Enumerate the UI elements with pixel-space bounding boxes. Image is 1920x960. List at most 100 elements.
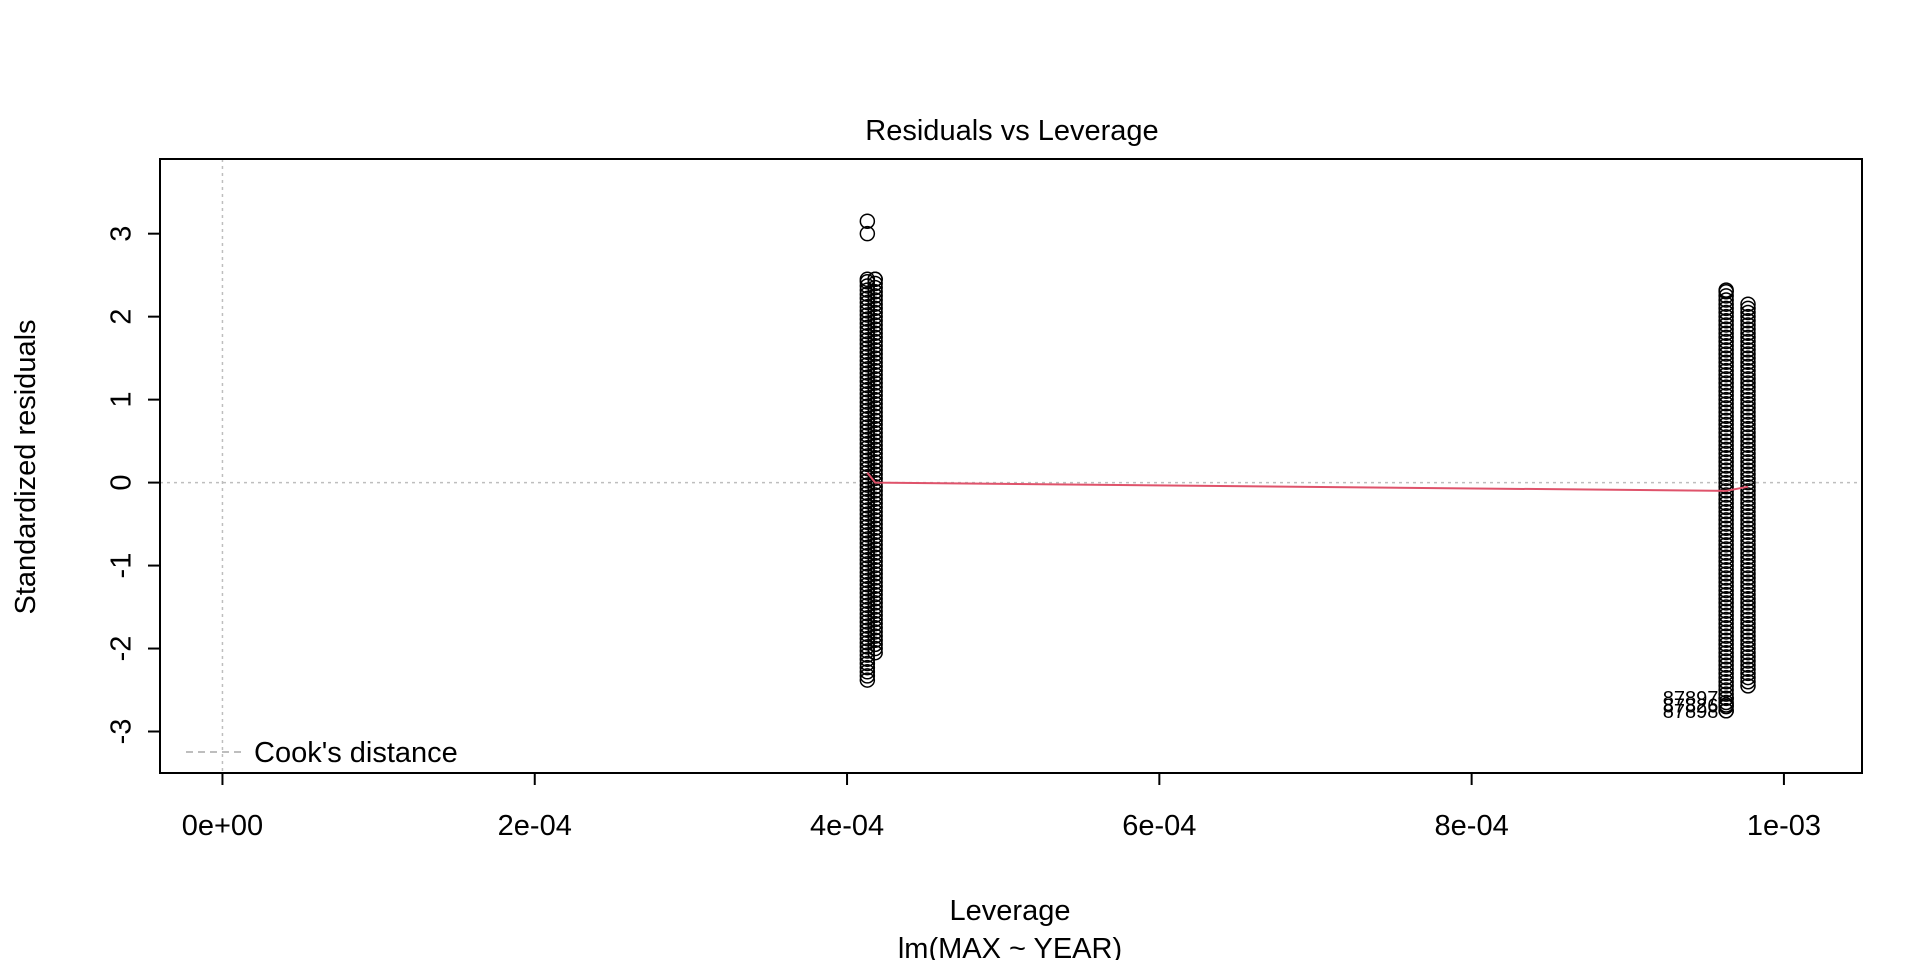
data-point	[1740, 420, 1756, 437]
data-point	[1718, 354, 1734, 371]
data-point	[867, 308, 883, 325]
data-point	[1740, 329, 1756, 346]
data-point	[867, 441, 883, 458]
data-point	[1718, 499, 1734, 516]
data-point	[1740, 512, 1756, 528]
data-point	[867, 595, 883, 611]
data-point	[1740, 383, 1756, 400]
data-point	[1718, 686, 1734, 702]
data-point	[867, 408, 883, 424]
y-tick-label: -3	[106, 719, 138, 745]
data-point	[1740, 636, 1756, 653]
data-point	[1740, 304, 1756, 321]
x-tick-label: 6e-04	[1122, 810, 1196, 842]
data-point	[1718, 611, 1734, 628]
data-point	[1740, 620, 1756, 636]
data-point	[1740, 653, 1756, 669]
data-point	[1740, 570, 1756, 586]
data-point	[1718, 690, 1734, 707]
data-point	[1718, 288, 1734, 304]
data-point	[1718, 628, 1734, 644]
data-point	[867, 400, 883, 416]
data-point	[1740, 296, 1756, 312]
data-point	[867, 420, 883, 437]
data-point	[1740, 466, 1756, 483]
data-point	[1740, 462, 1756, 478]
data-point	[1718, 350, 1734, 366]
data-point	[867, 416, 883, 433]
data-point	[1740, 669, 1756, 686]
data-point	[1740, 321, 1756, 337]
data-point	[1718, 400, 1734, 416]
data-point	[1740, 478, 1756, 495]
data-point	[867, 541, 883, 557]
data-point	[867, 296, 883, 312]
data-point	[1718, 615, 1734, 632]
data-point	[859, 655, 876, 672]
plot-frame	[159, 158, 1863, 774]
data-point	[859, 672, 876, 688]
data-point	[1718, 416, 1734, 433]
data-point	[1740, 665, 1756, 682]
data-point	[1718, 478, 1734, 495]
data-point	[867, 553, 883, 570]
x-tick-label: 4e-04	[810, 810, 884, 842]
data-point	[1740, 350, 1756, 366]
data-point	[1740, 528, 1756, 545]
data-point	[1740, 557, 1756, 574]
data-point	[1740, 317, 1756, 333]
data-point	[1740, 561, 1756, 578]
data-point	[1718, 470, 1734, 487]
data-point	[1718, 512, 1734, 528]
data-point	[1740, 354, 1756, 371]
data-point	[867, 520, 883, 536]
data-point	[1718, 524, 1734, 541]
data-point	[1740, 673, 1756, 690]
data-point	[1718, 653, 1734, 669]
data-point	[867, 300, 883, 317]
data-point	[1740, 313, 1756, 329]
data-point	[867, 591, 883, 607]
data-point	[1718, 566, 1734, 582]
data-point	[1718, 657, 1734, 673]
data-point	[1740, 611, 1756, 628]
data-point	[867, 495, 883, 512]
data-point	[867, 412, 883, 429]
data-point	[867, 354, 883, 371]
data-point	[1718, 574, 1734, 590]
data-point	[1740, 425, 1756, 441]
data-point	[1740, 607, 1756, 624]
data-point	[867, 611, 883, 628]
data-point	[1740, 628, 1756, 644]
chart-subtitle: lm(MAX ~ YEAR)	[898, 933, 1122, 960]
data-point	[1718, 387, 1734, 404]
data-point	[867, 644, 883, 661]
data-point	[1718, 682, 1734, 698]
data-point	[1740, 437, 1756, 454]
data-point	[1740, 346, 1756, 362]
x-tick-label: 1e-03	[1747, 810, 1821, 842]
x-axis-label: Leverage	[950, 895, 1071, 927]
y-tick-label: -2	[106, 636, 138, 662]
data-point	[867, 458, 883, 474]
y-tick-label: 3	[106, 226, 138, 242]
data-point	[1718, 408, 1734, 424]
data-point	[1718, 366, 1734, 383]
data-point	[867, 375, 883, 391]
point-label: 87898	[1663, 701, 1719, 723]
y-tick-label: -1	[106, 553, 138, 579]
data-point	[1740, 624, 1756, 640]
data-point	[867, 636, 883, 653]
data-point	[1740, 441, 1756, 458]
data-point	[867, 503, 883, 520]
data-point	[867, 383, 883, 400]
data-point	[1740, 366, 1756, 383]
data-point	[867, 313, 883, 329]
x-tick-label: 0e+00	[182, 810, 263, 842]
data-point	[1740, 678, 1756, 694]
data-point	[1740, 358, 1756, 375]
data-point	[1718, 578, 1734, 595]
data-point	[1718, 503, 1734, 520]
data-point	[1740, 491, 1756, 507]
